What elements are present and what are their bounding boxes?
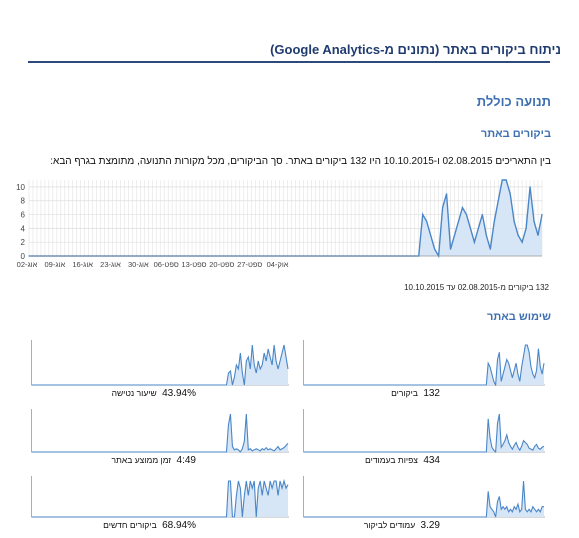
metric-value: 132	[423, 388, 440, 399]
metric-label: שיעור נטישה	[111, 388, 157, 398]
visits-area	[29, 180, 542, 256]
data-point	[493, 220, 495, 223]
data-point	[489, 248, 491, 250]
sparkline-new-visits	[31, 476, 289, 518]
data-point	[541, 213, 543, 216]
data-point	[525, 227, 527, 229]
x-tick-label: אוג-23	[100, 260, 121, 269]
sparkline-visits	[303, 340, 545, 386]
x-tick-label: ספט-20	[209, 260, 234, 269]
title-divider	[28, 61, 550, 63]
data-point	[422, 213, 424, 216]
sparkline-line	[304, 480, 544, 518]
metric-label: עמודים לביקור	[363, 520, 416, 530]
y-tick-label: 10	[16, 183, 25, 192]
sparkline-pages-per-visit	[303, 476, 545, 518]
y-tick-label: 0	[21, 252, 26, 261]
y-tick-label: 4	[21, 224, 26, 233]
data-point	[529, 186, 531, 188]
metric-label: זמן ממוצע באתר	[111, 455, 172, 465]
sparkline-line	[304, 413, 545, 453]
y-tick-label: 8	[21, 197, 26, 206]
section-heading-overall-traffic: תנועה כוללת	[476, 94, 551, 109]
data-point	[497, 200, 499, 202]
sparkline-bounce-rate	[31, 340, 289, 386]
data-point	[501, 179, 503, 181]
sparkline-area	[304, 414, 544, 452]
metric-bounce-rate: 43.94% שיעור נטישה	[112, 388, 196, 399]
x-tick-label: אוג-02	[17, 260, 38, 269]
sparkline-line	[304, 344, 545, 386]
metric-label: ביקורים	[391, 388, 418, 398]
sparkline-line	[32, 344, 289, 386]
metric-visits: 132 ביקורים	[391, 388, 440, 399]
x-tick-label: אוג-30	[128, 260, 149, 269]
x-tick-label: אוג-09	[45, 260, 66, 269]
sparkline-area	[32, 345, 288, 385]
sparkline-pageviews	[303, 409, 545, 453]
sparkline-area	[304, 481, 544, 517]
data-point	[430, 234, 432, 236]
x-tick-label: ספט-06	[154, 260, 179, 269]
x-tick-label: ספט-27	[237, 260, 262, 269]
y-tick-label: 6	[21, 211, 26, 220]
data-point	[469, 227, 472, 229]
data-point	[481, 213, 483, 216]
metric-value: 68.94%	[162, 520, 196, 531]
sparkline-line	[32, 478, 289, 518]
data-point	[517, 234, 519, 236]
data-point	[434, 248, 436, 250]
x-tick-label: אוק-04	[267, 260, 289, 269]
section-heading-site-usage: שימוש באתר	[487, 311, 551, 323]
main-chart-caption: 132 ביקורים מ-02.08.2015 עד 10.10.2015	[404, 283, 549, 292]
data-point	[461, 207, 464, 209]
data-point	[445, 193, 448, 195]
y-tick-label: 2	[21, 238, 26, 247]
sparkline-area	[304, 345, 544, 385]
metric-value: 4:49	[176, 455, 196, 466]
metric-pages-per-visit: 3.29 עמודים לביקור	[364, 520, 440, 531]
sparkline-line	[32, 413, 289, 453]
data-point	[477, 227, 479, 229]
metric-new-visits: 68.94% ביקורים חדשים	[103, 520, 196, 531]
metric-avg-time: 4:49 זמן ממוצע באתר	[112, 455, 197, 466]
data-point	[513, 220, 515, 223]
data-point	[449, 248, 452, 250]
metric-value: 43.94%	[162, 388, 196, 399]
data-point	[453, 234, 456, 236]
metric-label: צפיות בעמודים	[365, 455, 418, 465]
data-point	[473, 241, 475, 243]
visits-area-chart: 0 2 4 6 8 10 אוג-02 אוג-09 אוג-16 אוג-23 אוג-30 ספט…	[16, 179, 543, 269]
data-point	[521, 241, 523, 243]
data-point	[505, 179, 507, 181]
data-point	[426, 220, 428, 223]
metric-pageviews: 434 צפיות בעמודים	[365, 455, 440, 466]
data-point	[509, 193, 511, 195]
metric-value: 434	[423, 455, 440, 466]
data-point	[485, 234, 487, 236]
metric-label: ביקורים חדשים	[103, 520, 157, 530]
data-point	[537, 234, 539, 236]
x-tick-label: ספט-13	[181, 260, 206, 269]
sparkline-avg-time	[31, 409, 289, 453]
sparkline-area	[32, 414, 288, 452]
metric-value: 3.29	[420, 520, 440, 531]
section-heading-site-visits: ביקורים באתר	[480, 128, 551, 140]
data-point	[533, 220, 535, 223]
visits-description: בין התאריכים 02.08.2015 ו-10.10.2015 היו…	[50, 156, 551, 167]
x-tick-label: אוג-16	[72, 260, 93, 269]
data-point	[457, 220, 460, 223]
data-point	[465, 213, 468, 216]
data-point	[441, 207, 444, 209]
report-title: ניתוח ביקורים באתר (נתונים מ-Google Anal…	[270, 42, 561, 57]
sparkline-area	[32, 481, 288, 517]
